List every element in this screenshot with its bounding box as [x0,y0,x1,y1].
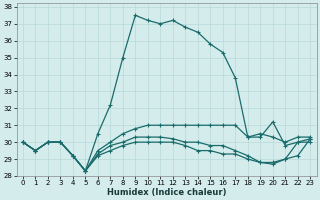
X-axis label: Humidex (Indice chaleur): Humidex (Indice chaleur) [107,188,226,197]
